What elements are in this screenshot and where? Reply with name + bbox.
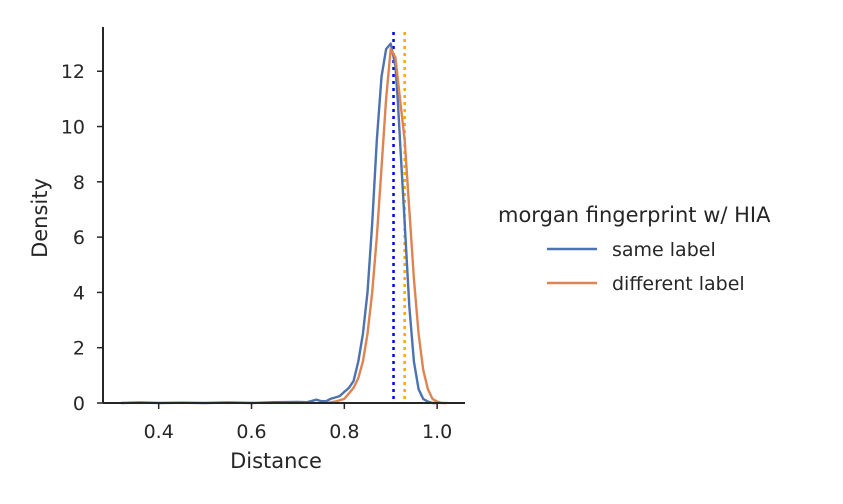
y-axis-label: Density <box>28 178 52 258</box>
ticks: 0.4 0.6 0.8 1.0 0 2 4 6 8 10 12 <box>61 61 452 443</box>
y-tick-label-2: 4 <box>73 282 85 304</box>
legend: morgan fingerprint w/ HIA same label diff… <box>498 203 771 295</box>
series-lines <box>120 42 448 405</box>
reference-lines <box>392 32 406 403</box>
y-tick-label-4: 8 <box>73 172 85 194</box>
x-tick-label-2: 0.8 <box>329 421 359 443</box>
y-tick-label-6: 12 <box>61 61 85 83</box>
legend-label-1: different label <box>612 273 745 295</box>
x-tick-label-1: 0.6 <box>236 421 266 443</box>
y-tick-label-1: 2 <box>73 338 85 360</box>
x-tick-label-0: 0.4 <box>144 421 174 443</box>
axes <box>102 27 465 404</box>
y-tick-label-5: 10 <box>61 117 85 139</box>
series-line-1 <box>324 47 448 405</box>
legend-title: morgan fingerprint w/ HIA <box>498 203 771 227</box>
x-axis-label: Distance <box>230 449 322 473</box>
legend-label-0: same label <box>612 239 716 261</box>
y-tick-label-3: 6 <box>73 227 85 249</box>
y-tick-label-0: 0 <box>73 393 85 415</box>
x-tick-label-3: 1.0 <box>422 421 452 443</box>
series-line-0 <box>120 42 439 405</box>
